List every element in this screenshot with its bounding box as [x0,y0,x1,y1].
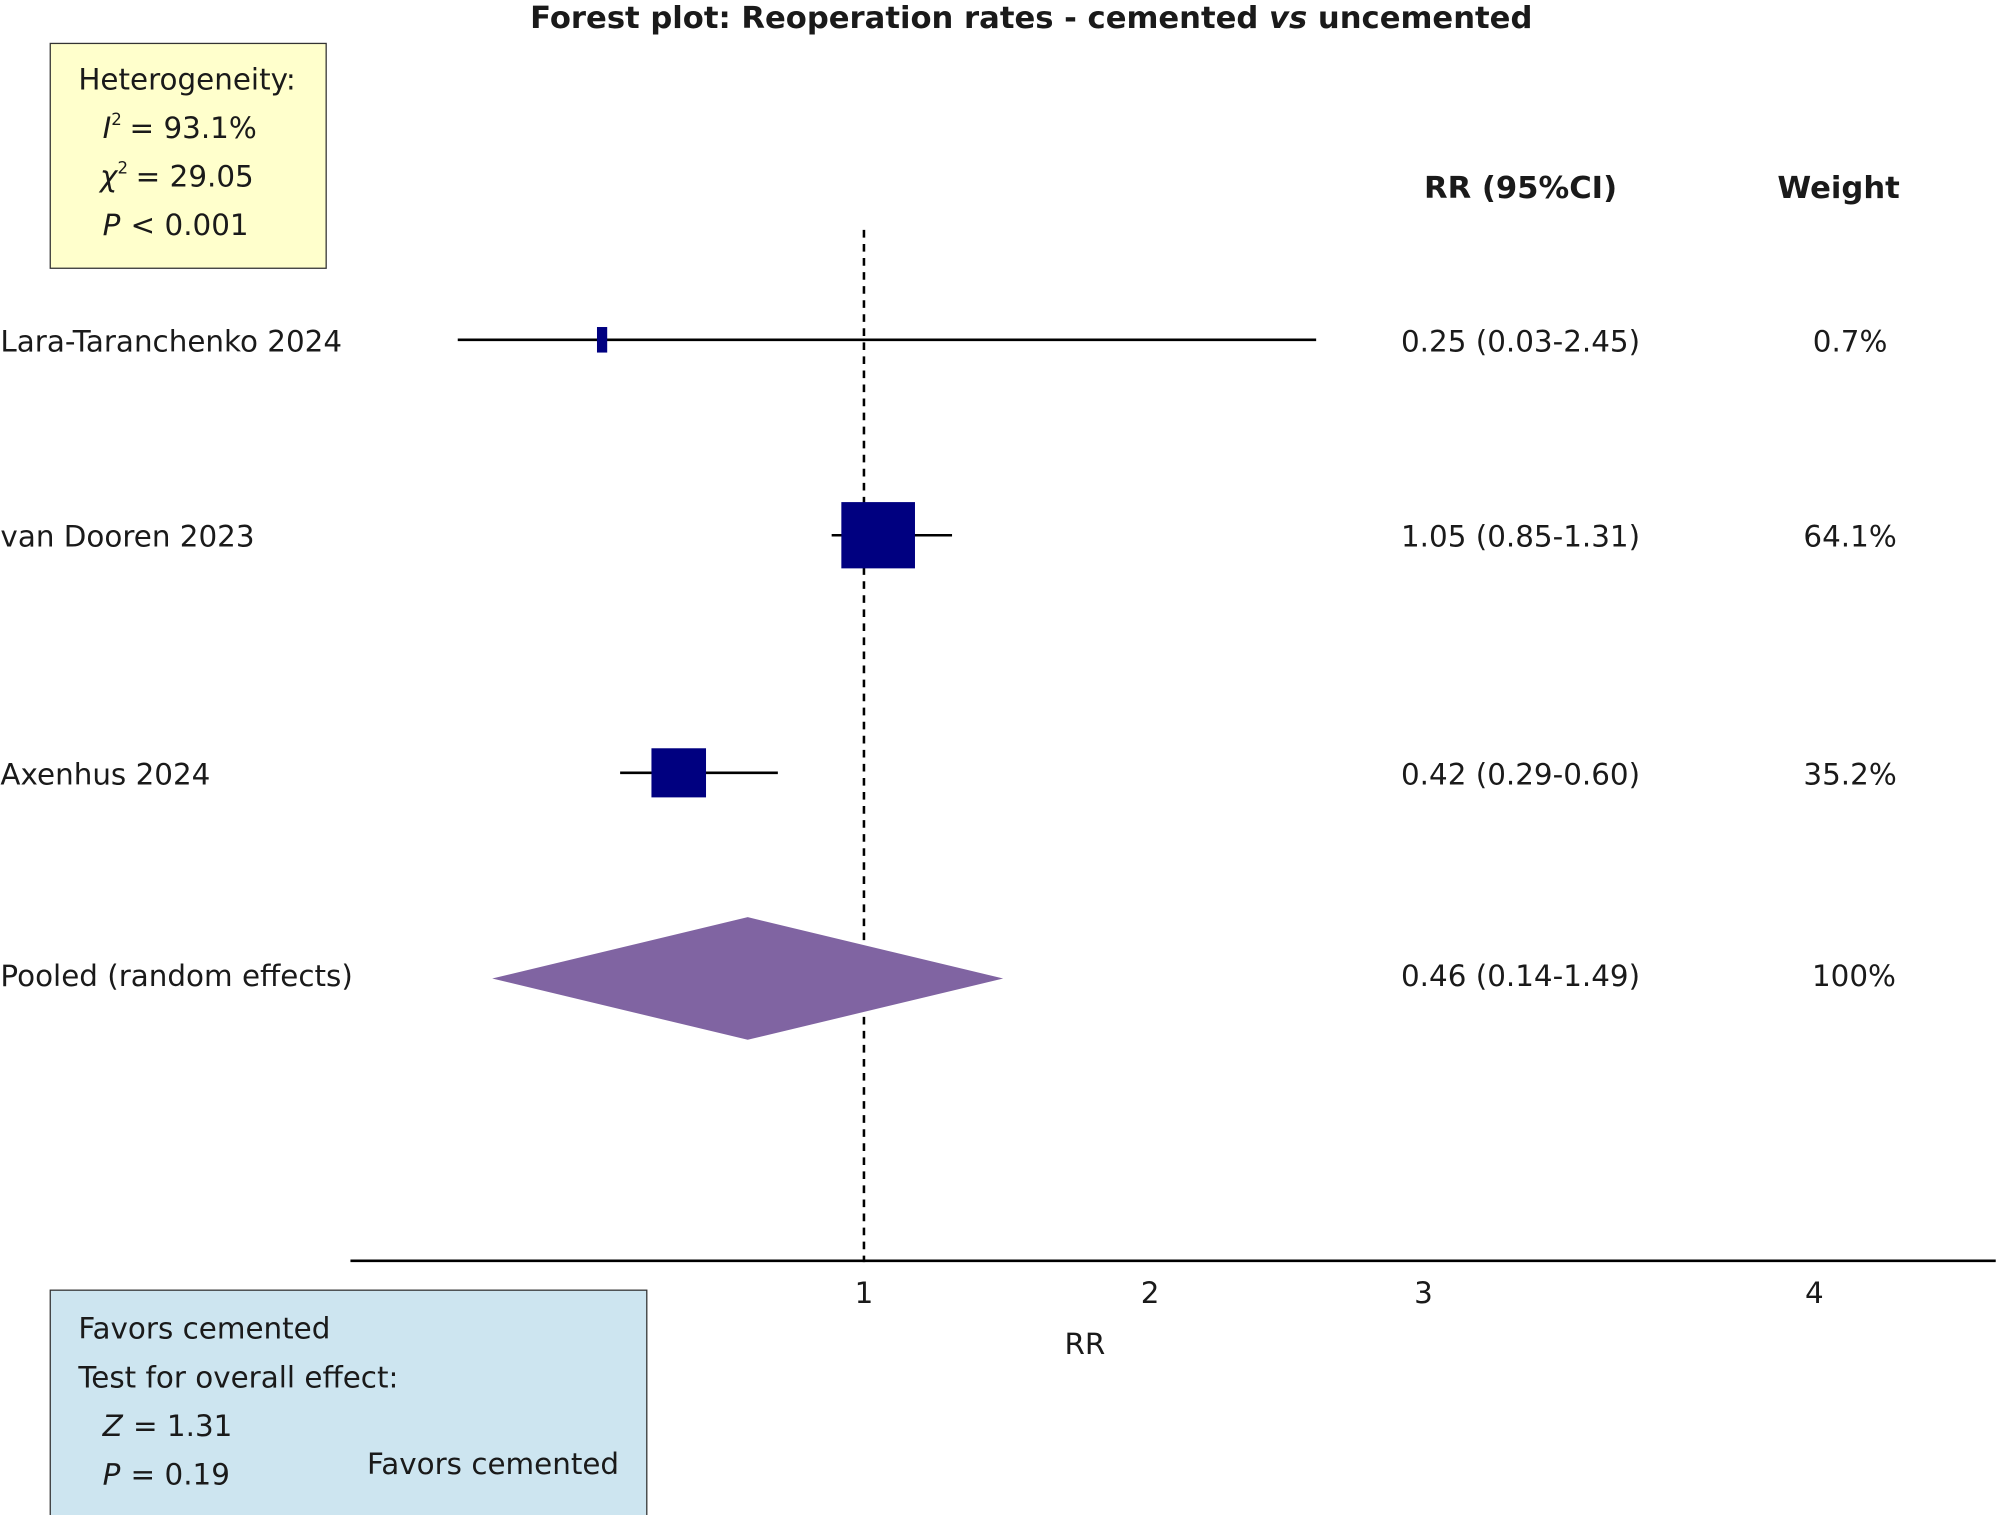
title-part-2: vs [1269,1,1307,36]
favors-label-bottom: Favors cemented [367,1447,619,1481]
weight-text: 35.2% [1803,757,1896,791]
pooled-diamond [492,917,1004,1040]
column-header-rr: RR (95%CI) [1424,171,1617,206]
study-row: Lara-Taranchenko 2024 0.25 (0.03-2.45) 0.7… [0,324,1887,358]
study-row: Axenhus 2024 0.42 (0.29-0.60) 35.2% [0,748,1897,798]
heterogeneity-box: Heterogeneity: I2 = 93.1% χ2 = 29.05 P < 0.… [49,42,327,269]
rr-ci-text: 1.05 (0.85-1.31) [1401,520,1640,554]
title-part-1: Forest plot: Reoperation rates - cemente… [530,1,1269,36]
point-estimate-square [596,327,608,353]
x-axis-label: RR [1065,1327,1106,1361]
rr-ci-text: 0.25 (0.03-2.45) [1401,324,1640,358]
favors-label-top: Favors cemented [78,1312,330,1346]
chi2-stat: χ2 = 29.05 [98,159,254,194]
x-tick-label: 2 [1141,1276,1160,1310]
x-tick-label: 3 [1414,1276,1433,1310]
overall-effect-title: Test for overall effect: [77,1360,398,1394]
pooled-rr-ci-text: 0.46 (0.14-1.49) [1401,959,1640,993]
study-label: van Dooren 2023 [0,520,254,554]
i2-stat: I2 = 93.1% [103,110,257,145]
title-part-3: uncemented [1307,1,1532,36]
heterogeneity-p: P < 0.001 [103,208,249,242]
heterogeneity-title: Heterogeneity: [78,62,295,96]
rr-ci-text: 0.42 (0.29-0.60) [1401,757,1640,791]
study-row: van Dooren 2023 1.05 (0.85-1.31) 64.1% [0,502,1897,569]
x-tick-label: 1 [855,1276,874,1310]
point-estimate-square [651,748,707,798]
study-label: Axenhus 2024 [0,757,210,791]
study-label: Lara-Taranchenko 2024 [0,324,342,358]
weight-text: 64.1% [1803,520,1896,554]
z-stat: Z = 1.31 [102,1409,233,1443]
pooled-row: Pooled (random effects) 0.46 (0.14-1.49) 1… [0,917,1896,1040]
chart-title: Forest plot: Reoperation rates - cemente… [530,1,1532,36]
pooled-weight-text: 100% [1812,959,1896,993]
weight-text: 0.7% [1813,324,1888,358]
column-header-weight: Weight [1777,171,1899,206]
overall-p: P = 0.19 [103,1457,230,1491]
overall-effect-box: Favors cemented Test for overall effect:… [49,1289,648,1515]
pooled-label: Pooled (random effects) [0,959,352,993]
x-tick-label: 4 [1805,1276,1824,1310]
point-estimate-square [841,502,915,569]
